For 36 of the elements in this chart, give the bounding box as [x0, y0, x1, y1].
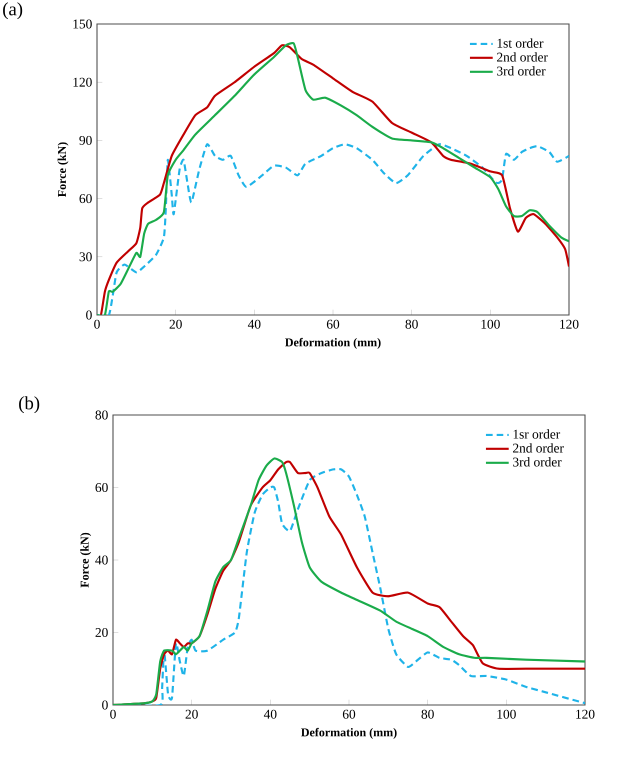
x-tick-label: 0 — [110, 710, 116, 719]
y-tick-label: 90 — [79, 136, 92, 145]
x-tick-label: 80 — [406, 320, 418, 329]
legend-label: 2nd order — [497, 52, 548, 62]
x-axis-title: Deformation (mm) — [301, 728, 397, 739]
legend-label: 1st order — [498, 38, 544, 48]
y-tick-label: 0 — [86, 310, 92, 320]
x-tick-label: 100 — [498, 710, 516, 719]
y-tick-label: 20 — [96, 628, 108, 637]
y-tick-label: 60 — [80, 194, 92, 204]
y-axis-title: Force (kN) — [80, 532, 92, 588]
y-tick-label: 40 — [95, 556, 108, 564]
x-tick-label: 20 — [186, 710, 198, 719]
x-tick-label: 60 — [342, 710, 356, 719]
x-tick-label: 120 — [560, 320, 579, 329]
x-axis-title: Deformation (mm) — [285, 338, 381, 349]
x-tick-label: 80 — [422, 710, 434, 719]
x-tick-label: 40 — [264, 710, 276, 719]
y-tick-label: 80 — [95, 410, 108, 420]
legend-label: 2nd order — [513, 443, 564, 453]
x-tick-label: 100 — [482, 320, 500, 329]
y-tick-label: 150 — [73, 20, 92, 28]
y-tick-label: 120 — [73, 78, 92, 87]
x-tick-label: 120 — [576, 710, 595, 719]
y-axis-title: Force (kN) — [58, 142, 68, 197]
x-tick-label: 60 — [326, 320, 340, 329]
y-tick-label: 30 — [80, 252, 92, 262]
x-tick-label: 20 — [170, 320, 182, 329]
y-tick-label: 60 — [96, 483, 108, 492]
legend-label: 3rd order — [497, 66, 546, 76]
text: (a) — [3, 2, 22, 20]
x-tick-label: 40 — [248, 320, 260, 329]
legend-label: 1sr order — [514, 429, 560, 439]
y-tick-label: 0 — [102, 700, 108, 710]
legend-label: 3rd order — [513, 457, 562, 467]
text: (b) — [19, 396, 40, 414]
